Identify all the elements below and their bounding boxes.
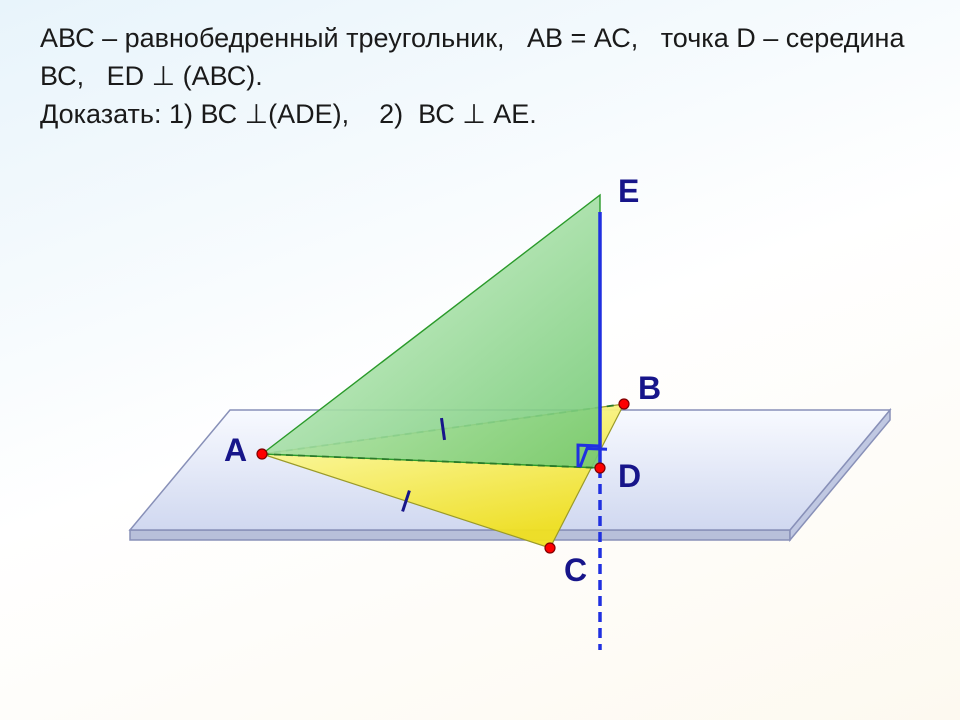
label-a: A: [224, 432, 247, 469]
point-b: [619, 399, 629, 409]
plane-front-edge: [130, 530, 790, 540]
point-c: [545, 543, 555, 553]
point-d: [595, 463, 605, 473]
triangle-ade: [262, 195, 600, 468]
label-d: D: [618, 458, 641, 495]
label-c: С: [564, 552, 587, 589]
point-a: [257, 449, 267, 459]
label-b: В: [638, 370, 661, 407]
geometry-diagram: [0, 0, 960, 720]
label-e: Е: [618, 173, 639, 210]
